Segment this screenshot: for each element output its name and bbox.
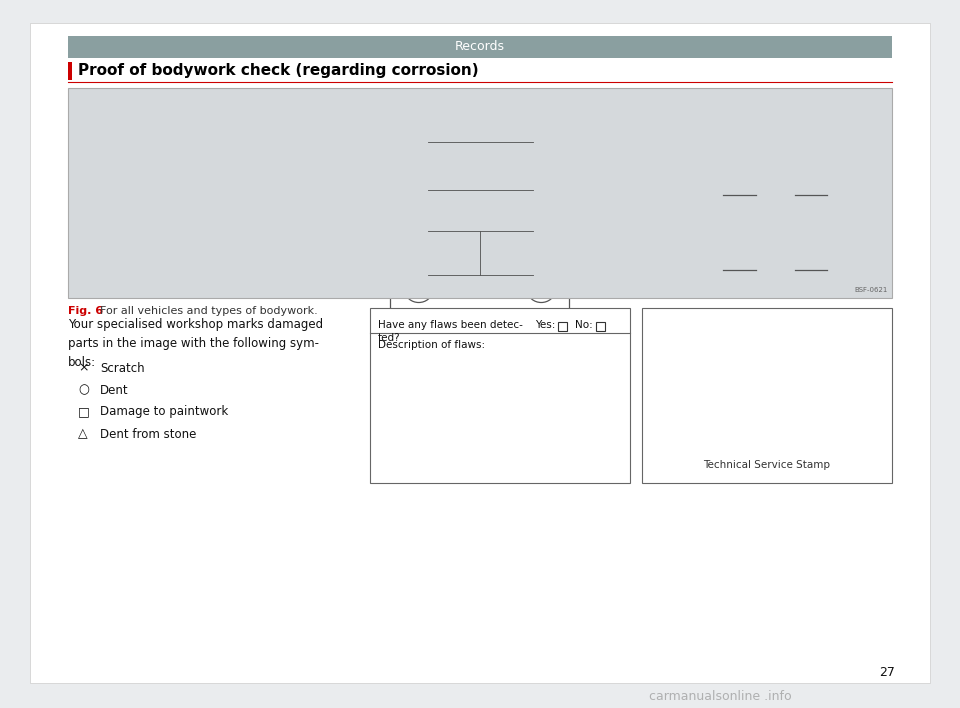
Text: △: △ [78,428,87,440]
Text: ○: ○ [78,384,89,396]
Bar [596,322,605,331]
Bar [370,308,630,483]
Text: BSF-0621: BSF-0621 [854,287,888,293]
Text: Fig. 6: Fig. 6 [68,306,103,316]
Text: □: □ [78,406,89,418]
Text: Records: Records [455,40,505,54]
Text: Damage to paintwork: Damage to paintwork [100,406,228,418]
Text: Technical Service Stamp: Technical Service Stamp [704,460,830,470]
Bar [68,88,892,298]
Text: 27: 27 [879,666,895,680]
Bar [68,36,892,58]
Bar [642,308,892,483]
Text: Dent from stone: Dent from stone [100,428,197,440]
FancyBboxPatch shape [30,23,930,683]
Bar [68,62,72,80]
Text: Dent: Dent [100,384,129,396]
Text: For all vehicles and types of bodywork.: For all vehicles and types of bodywork. [100,306,318,316]
Text: Have any flaws been detec-
ted?: Have any flaws been detec- ted? [378,320,523,343]
Text: No:: No: [575,320,592,330]
Text: Scratch: Scratch [100,362,145,375]
Text: ×: × [78,362,88,375]
Text: Description of flaws:: Description of flaws: [378,340,485,350]
Text: carmanualsonline .info: carmanualsonline .info [649,690,791,702]
Text: Yes:: Yes: [535,320,556,330]
Bar [558,322,567,331]
Text: Your specialised workshop marks damaged
parts in the image with the following sy: Your specialised workshop marks damaged … [68,318,324,369]
Text: Proof of bodywork check (regarding corrosion): Proof of bodywork check (regarding corro… [78,62,479,77]
